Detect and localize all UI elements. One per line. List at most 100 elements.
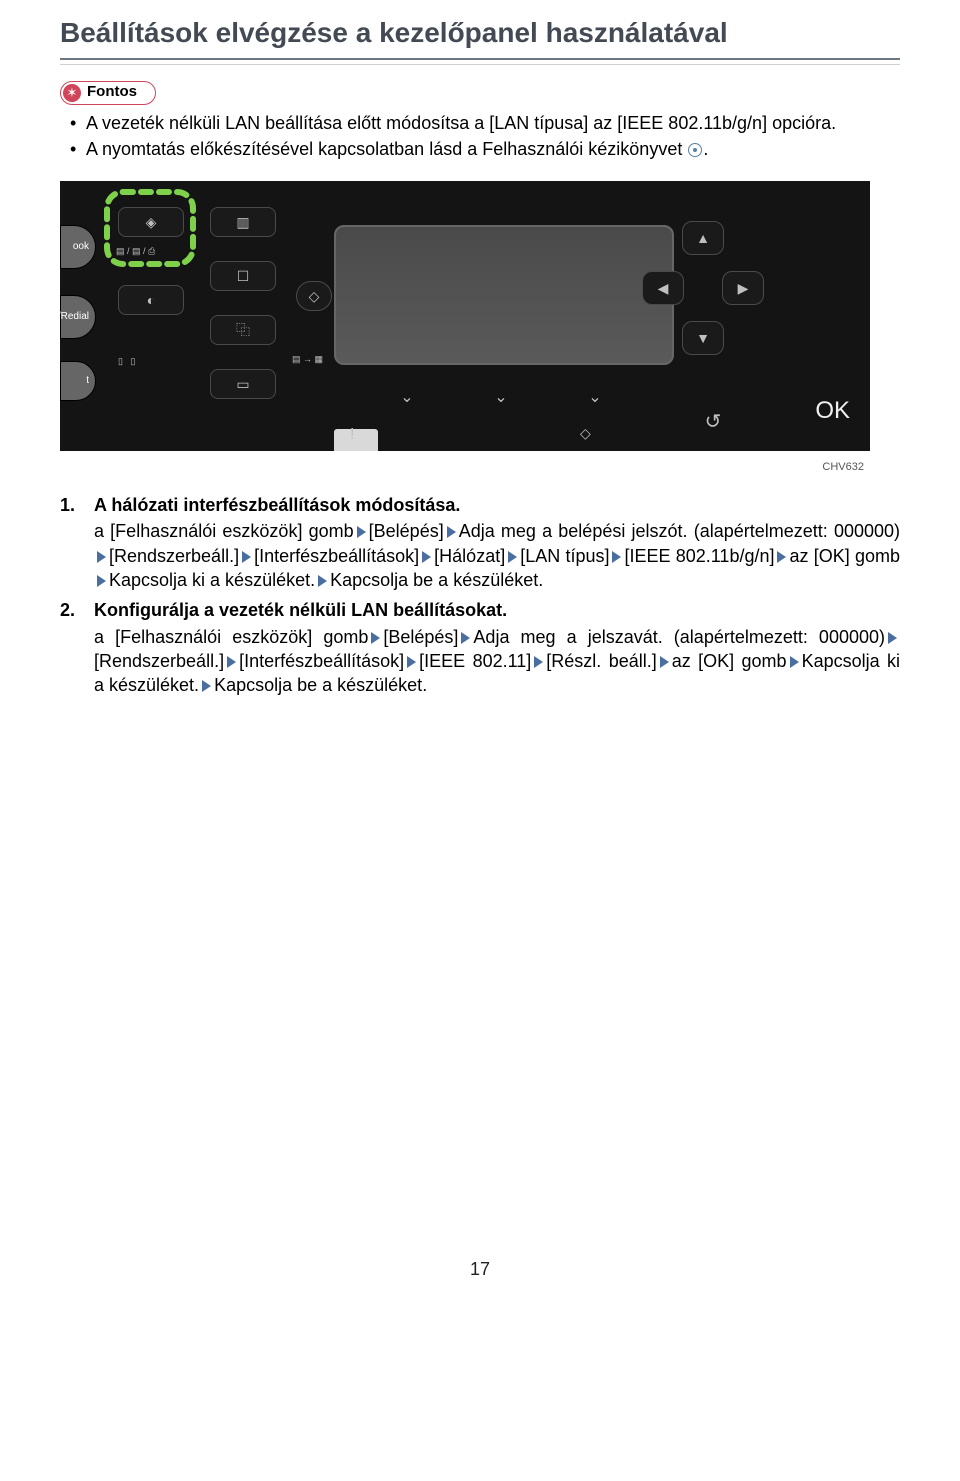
- title-rule: [60, 58, 900, 60]
- step-text: [Hálózat]: [434, 546, 505, 566]
- button-column-1: ◈ ▤ / ▤ / ⎙ ◐ ▯ ▯: [106, 181, 192, 451]
- step-text: [IEEE 802.11b/g/n]: [624, 546, 774, 566]
- panel-button: ◇: [296, 281, 332, 311]
- arrow-icon: [371, 632, 380, 644]
- step-body: A hálózati interfészbeállítások módosítá…: [94, 493, 900, 592]
- step-text: [IEEE 802.11]: [419, 651, 531, 671]
- step-text: [Rendszerbeáll.]: [109, 546, 239, 566]
- sheet-icon: ☐: [237, 267, 250, 286]
- step-text: Kapcsolja be a készüléket.: [330, 570, 543, 590]
- target-icon: ◇: [309, 287, 320, 306]
- page-title: Beállítások elvégzése a kezelőpanel hasz…: [60, 0, 900, 58]
- nav-cluster: ▲ ◀ ▶ ▼: [642, 221, 762, 371]
- left-tab: t: [60, 361, 96, 401]
- panel-button: ▭: [210, 369, 276, 399]
- cd-icon: [688, 143, 702, 157]
- arrow-icon: [97, 551, 106, 563]
- icon-row: ▤ / ▤ / ⎙: [116, 245, 155, 257]
- step-text: [Rendszerbeáll.]: [94, 651, 224, 671]
- doc-icon: ▥: [236, 213, 249, 232]
- chevron-down-icon: ⌄: [490, 387, 512, 405]
- step-text: az [OK] gomb: [789, 546, 900, 566]
- panel-button: ◐: [118, 285, 184, 315]
- panel-button: ☐: [210, 261, 276, 291]
- step-number: 2.: [60, 598, 94, 697]
- star-icon: ✶: [63, 84, 81, 102]
- page-number: 17: [60, 1257, 900, 1281]
- arrow-icon: [888, 632, 897, 644]
- arrow-icon: [407, 656, 416, 668]
- important-label: Fontos: [87, 82, 137, 102]
- list-item: A nyomtatás előkészítésével kapcsolatban…: [70, 137, 900, 161]
- step-text: Adja meg a belépési jelszót. (alapértelm…: [459, 521, 900, 541]
- title-rule-thin: [60, 64, 900, 65]
- arrow-icon: [202, 680, 211, 692]
- step-body: Konfigurálja a vezeték nélküli LAN beáll…: [94, 598, 900, 697]
- panel-button: ◈: [118, 207, 184, 237]
- arrow-icon: [357, 526, 366, 538]
- figure-code: CHV632: [60, 457, 870, 493]
- arrow-icon: [242, 551, 251, 563]
- arrow-icon: [318, 575, 327, 587]
- arrow-icon: [422, 551, 431, 563]
- step-text: [Interfészbeállítások]: [254, 546, 419, 566]
- left-tab: e/Redial: [60, 295, 96, 339]
- arrow-icon: [777, 551, 786, 563]
- list-item: A vezeték nélküli LAN beállítása előtt m…: [70, 111, 900, 135]
- copy-icon: ⿻: [236, 321, 250, 340]
- step: 2.Konfigurálja a vezeték nélküli LAN beá…: [60, 598, 900, 697]
- step-text: [LAN típus]: [520, 546, 609, 566]
- diamond-icon: ◈: [146, 213, 157, 232]
- contrast-icon: ◐: [147, 291, 155, 310]
- chevron-down-icon: ⌄: [396, 387, 418, 405]
- back-icon: ↺: [702, 409, 724, 427]
- arrow-icon: [97, 575, 106, 587]
- step-paragraph: a [Felhasználói eszközök] gomb[Belépés]A…: [94, 625, 900, 698]
- panel-button: ⿻: [210, 315, 276, 345]
- arrow-icon: [447, 526, 456, 538]
- lcd-screen: [334, 225, 674, 365]
- warning-icon: !: [350, 424, 354, 446]
- step-text: [Interfészbeállítások]: [239, 651, 404, 671]
- left-tab-label: t: [86, 374, 89, 388]
- nav-left-button: ◀: [642, 271, 684, 305]
- icon-row: ▯ ▯: [118, 355, 135, 367]
- step-number: 1.: [60, 493, 94, 592]
- nav-down-button: ▼: [682, 321, 724, 355]
- list-text: A vezeték nélküli LAN beállítása előtt m…: [86, 113, 836, 133]
- button-column-3: ◇ ▤ → ▦: [296, 181, 336, 451]
- step-text: [Belépés]: [369, 521, 444, 541]
- step-heading: Konfigurálja a vezeték nélküli LAN beáll…: [94, 598, 900, 622]
- panel-crumb: [334, 429, 378, 451]
- left-tab-label: ook: [73, 240, 89, 254]
- step-text: a [Felhasználói eszközök] gomb: [94, 521, 354, 541]
- arrow-icon: [227, 656, 236, 668]
- panel-button: ▥: [210, 207, 276, 237]
- important-badge: ✶ Fontos: [60, 81, 156, 105]
- control-panel: ook e/Redial t ◈ ▤ / ▤ / ⎙ ◐ ▯ ▯ ▥ ☐ ⿻ ▭…: [60, 181, 870, 451]
- arrow-icon: [534, 656, 543, 668]
- step: 1.A hálózati interfészbeállítások módosí…: [60, 493, 900, 592]
- step-heading: A hálózati interfészbeállítások módosítá…: [94, 493, 900, 517]
- arrow-icon: [660, 656, 669, 668]
- list-text: A nyomtatás előkészítésével kapcsolatban…: [86, 139, 687, 159]
- nav-right-button: ▶: [722, 271, 764, 305]
- step-text: Kapcsolja ki a készüléket.: [109, 570, 315, 590]
- step-text: [Belépés]: [383, 627, 458, 647]
- arrow-icon: [790, 656, 799, 668]
- step-text: Adja meg a jelszavát. (alapértelmezett: …: [473, 627, 885, 647]
- control-panel-figure: ook e/Redial t ◈ ▤ / ▤ / ⎙ ◐ ▯ ▯ ▥ ☐ ⿻ ▭…: [60, 181, 870, 451]
- chevron-down-icon: ⌄: [584, 387, 606, 405]
- arrow-icon: [461, 632, 470, 644]
- step-text: Kapcsolja be a készüléket.: [214, 675, 427, 695]
- step-paragraph: a [Felhasználói eszközök] gomb [Belépés] A…: [94, 519, 900, 592]
- arrow-icon: [508, 551, 517, 563]
- step-text: [Részl. beáll.]: [546, 651, 656, 671]
- left-tab-label: e/Redial: [60, 310, 89, 324]
- nav-up-button: ▲: [682, 221, 724, 255]
- button-column-2: ▥ ☐ ⿻ ▭: [210, 181, 286, 451]
- arrow-icon: [612, 551, 621, 563]
- ok-label: OK: [815, 395, 850, 427]
- diamond-icon: ◇: [580, 424, 591, 443]
- id-icon: ▭: [236, 375, 249, 394]
